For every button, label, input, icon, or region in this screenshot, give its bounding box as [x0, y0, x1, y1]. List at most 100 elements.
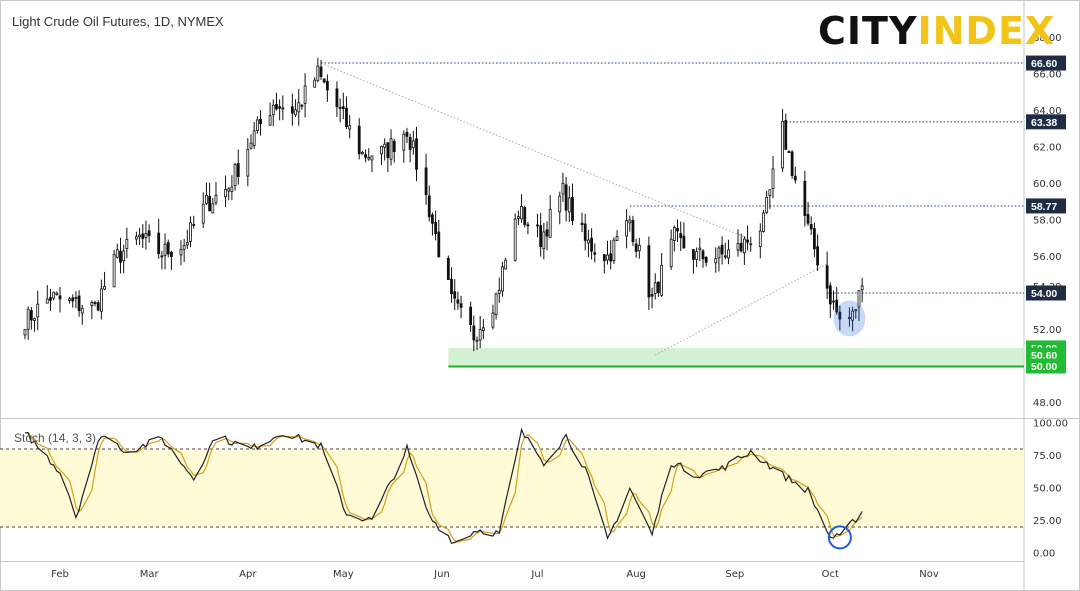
candle	[201, 203, 205, 224]
candle	[650, 294, 654, 297]
candle	[367, 157, 371, 160]
candle	[848, 317, 851, 319]
x-tick: Jul	[530, 569, 543, 580]
price-tag	[1026, 55, 1066, 71]
candle	[446, 257, 450, 280]
price-y-tick: 58.00	[1033, 216, 1062, 227]
candle	[717, 247, 721, 259]
stoch-band	[0, 449, 1024, 527]
candle	[625, 220, 629, 237]
candle	[615, 236, 619, 241]
candle	[583, 223, 587, 241]
candle	[141, 233, 145, 240]
candle	[134, 236, 138, 240]
stoch-k-line	[24, 427, 863, 544]
candle	[189, 222, 192, 242]
candle	[851, 310, 855, 321]
candle	[402, 133, 406, 151]
candle	[602, 254, 606, 262]
candle	[695, 251, 699, 260]
x-tick: Oct	[822, 569, 839, 580]
candle	[249, 142, 253, 149]
candle	[360, 151, 364, 155]
candle	[415, 138, 418, 170]
candle	[513, 218, 517, 261]
candle	[835, 299, 839, 313]
candle	[739, 242, 743, 252]
candle	[631, 220, 635, 243]
x-tick: Feb	[51, 569, 69, 580]
candle	[255, 119, 259, 131]
candle	[501, 266, 504, 292]
candle	[68, 298, 71, 301]
svg-text:CITYINDEX: CITYINDEX	[818, 9, 1055, 53]
candle	[227, 188, 231, 192]
candle	[322, 78, 326, 83]
candle	[854, 309, 858, 312]
candle	[784, 120, 788, 150]
candle	[832, 300, 835, 303]
candle	[771, 168, 775, 189]
stoch-y-tick: 75.00	[1033, 451, 1062, 462]
candle	[491, 312, 495, 328]
candle	[475, 339, 479, 342]
candle	[860, 285, 864, 291]
price-y-tick: 64.00	[1033, 106, 1062, 117]
candle	[727, 249, 730, 259]
candle	[567, 197, 571, 213]
candle	[214, 194, 218, 204]
candle	[679, 233, 683, 239]
candle	[325, 80, 329, 91]
candle	[431, 214, 434, 224]
candle	[233, 164, 237, 187]
candle	[45, 298, 49, 304]
candle	[275, 103, 278, 110]
candle	[453, 291, 457, 299]
candle	[838, 311, 842, 320]
candle	[49, 297, 52, 301]
candle	[389, 138, 393, 160]
candle	[564, 184, 568, 211]
logo-index: INDEX	[917, 9, 1055, 53]
candle	[781, 121, 784, 169]
candle	[185, 242, 189, 246]
candle	[803, 180, 807, 216]
candle	[593, 252, 597, 255]
x-tick: Jun	[433, 569, 450, 580]
price-y-tick: 52.00	[1033, 325, 1062, 336]
candle	[459, 303, 463, 308]
price-y-tick: 56.00	[1033, 252, 1062, 263]
candle	[246, 149, 250, 177]
candle	[746, 239, 749, 243]
candle	[809, 223, 813, 230]
candle	[516, 216, 520, 219]
candle	[36, 303, 40, 318]
candle	[478, 329, 482, 341]
candle	[720, 244, 724, 255]
candle	[742, 238, 746, 254]
candle	[637, 244, 641, 252]
highlight-ellipse	[833, 300, 866, 337]
candle	[370, 155, 374, 161]
candle	[634, 243, 638, 252]
candle	[857, 290, 861, 308]
candle	[170, 251, 173, 257]
candle	[33, 318, 36, 321]
price-tag-label: 54.00	[1031, 288, 1057, 300]
candle	[77, 295, 81, 312]
candle	[450, 278, 453, 295]
candle	[122, 250, 126, 262]
candle	[704, 256, 708, 263]
x-tick: Apr	[239, 569, 257, 580]
candle	[125, 239, 129, 249]
candle	[236, 163, 240, 177]
candle	[205, 194, 208, 204]
candle	[692, 249, 695, 260]
support-zone	[448, 347, 1024, 366]
candle	[504, 259, 508, 270]
candle	[208, 195, 212, 212]
candle	[701, 250, 705, 260]
x-tick: Mar	[140, 569, 160, 580]
candle	[26, 308, 30, 330]
candle	[749, 243, 753, 246]
